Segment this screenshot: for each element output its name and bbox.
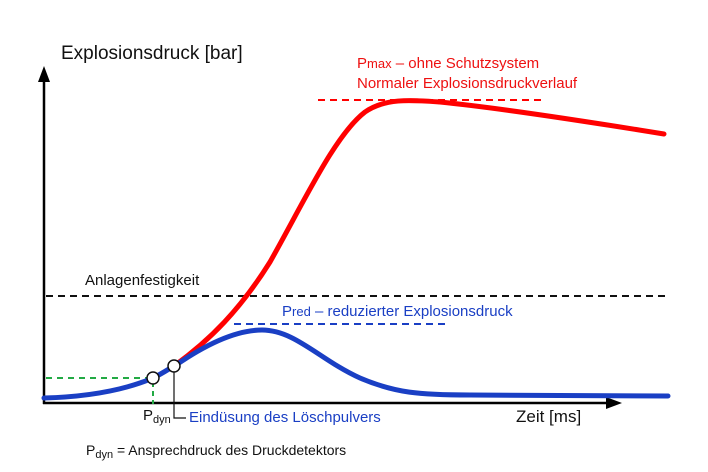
pred-label-p: P [282, 303, 293, 320]
pred-label-sub: red [292, 304, 311, 319]
injection-point-marker [167, 359, 181, 373]
pdyn-marker-label: Pdyn [143, 408, 171, 426]
pmax-curve [171, 98, 667, 369]
y-axis [38, 66, 50, 404]
pdyn-marker-sub: dyn [153, 414, 171, 426]
pdyn-point-marker [146, 371, 160, 385]
pred-label-rest: – reduzierter Explosionsdruck [310, 303, 513, 320]
anlagenfestigkeit-label: Anlagenfestigkeit [85, 272, 200, 289]
y-axis-arrow-icon [38, 66, 50, 82]
footnote-rest: = Ansprechdruck des Druckdetektors [113, 442, 347, 458]
pdyn-marker-p: P [143, 407, 154, 424]
y-axis-label: Explosionsdruck [bar] [61, 43, 243, 64]
pmax-label: Pmax – ohne Schutzsystem [357, 56, 539, 71]
pmax-label-p: P [357, 55, 368, 72]
eindusung-label: Eindüsung des Löschpulvers [189, 409, 381, 426]
injection-leader-line [173, 372, 186, 419]
footnote: Pdyn = Ansprechdruck des Druckdetektors [86, 443, 346, 461]
pred-curve [41, 327, 671, 401]
pmax-label-rest: – ohne Schutzsystem [391, 55, 540, 72]
x-axis-arrow-icon [606, 397, 622, 409]
x-axis-label: Zeit [ms] [516, 407, 582, 426]
pmax-label-sub: max [367, 56, 392, 71]
x-axis [43, 397, 622, 409]
pmax-label-line2: Normaler Explosionsdruckverlauf [357, 75, 578, 92]
footnote-sub: dyn [95, 449, 114, 461]
footnote-p: P [86, 442, 96, 458]
pred-label: Pred – reduzierter Explosionsdruck [282, 304, 513, 319]
